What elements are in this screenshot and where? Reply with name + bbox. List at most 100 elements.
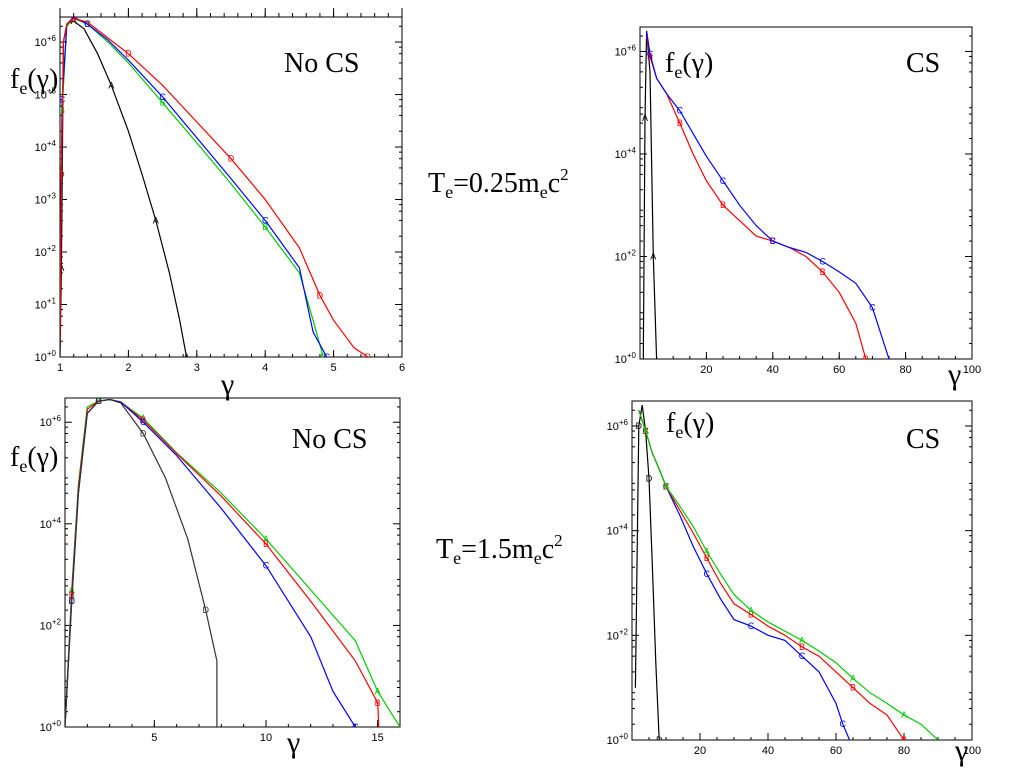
panel4-series-marker-D: D (636, 421, 643, 431)
panel3-series-marker-C: C (352, 722, 359, 732)
panel4-series-marker-A: A (663, 481, 669, 491)
panel1-series-marker-A: A (108, 80, 114, 90)
panel4-xtick-label: 100 (963, 745, 981, 757)
panel4-annotation: CS (906, 424, 940, 455)
panel4-series-marker-B: B (850, 683, 856, 693)
panel4-xtick-label: 80 (898, 745, 910, 757)
panel1-series-marker-D: D (365, 352, 372, 362)
panel3-series-marker-C: C (263, 561, 270, 571)
panel1-ytick-label: 10+1 (35, 297, 57, 312)
panel1-series-marker-A: A (71, 16, 77, 26)
panel1-series-marker-B: B (320, 352, 326, 362)
panel3-ytick-label: 10+6 (40, 414, 62, 429)
panel3-xlabel: γ (286, 726, 300, 759)
panel2-series-marker-C: C (647, 49, 654, 59)
panel1-xtick-label: 2 (125, 362, 131, 374)
panel2-ytick-label: 10+6 (615, 43, 637, 58)
panel1-series-marker-A: A (184, 352, 190, 362)
panel1-ytick-label: 10+0 (35, 349, 57, 364)
panel2-xtick-label: 60 (833, 364, 845, 376)
panel4-series-marker-C: C (840, 719, 847, 729)
panel4-xtick-label: 40 (762, 745, 774, 757)
panel4-ytick-label: 10+4 (607, 523, 629, 538)
panel1-series-marker-C: C (324, 352, 331, 362)
panel4-ytick-label: 10+2 (607, 627, 629, 642)
panel1-ytick-label: 10+3 (35, 192, 57, 207)
panel2-xtick-label: 20 (700, 364, 712, 376)
panel1-series-line-A (60, 20, 188, 357)
panel2-xtick-label: 40 (767, 364, 779, 376)
panel2-series-C: C C C C C C (646, 31, 890, 359)
panel4-series-marker-B: B (704, 553, 710, 563)
panel4-ytick-label: 10+6 (607, 418, 629, 433)
panel2-series-marker-A: A (650, 251, 656, 261)
panel4-ylabel: fe(γ) (666, 408, 714, 442)
panel2-series-marker-C: C (770, 236, 777, 246)
panel2-series-marker-A: A (642, 113, 648, 123)
panel4-xtick-label: 60 (830, 745, 842, 757)
panel2-series-marker-B: B (677, 118, 683, 128)
panel2-plot: 20 40 60 80 10010+010+210+410+6AABBBBBBCCCCC… (615, 26, 981, 376)
panel3-series-marker-B: B (375, 698, 381, 708)
panel2-xlabel: γ (947, 358, 961, 391)
panel2-series-marker-C: C (869, 303, 876, 313)
panel1-series-line-B (60, 17, 324, 357)
panel1-series-marker-A: A (58, 263, 64, 273)
panel3-ylabel: fe(γ) (10, 442, 58, 476)
panel1-ylabel: fe(γ) (10, 64, 58, 98)
panel1-series-D: D D D D D D (60, 14, 372, 362)
panel3-series-marker-B: B (263, 539, 269, 549)
panel2-series-line-B (646, 35, 867, 359)
panel1-xtick-label: 1 (57, 362, 63, 374)
panel2-xtick-label: 80 (899, 364, 911, 376)
panel3-frame (64, 397, 401, 728)
panel2-series-marker-B: B (720, 200, 726, 210)
panel3-series-marker-D: D (68, 596, 75, 606)
panel1-series-marker-C: C (84, 19, 91, 29)
panel3-annotation: No CS (292, 424, 367, 455)
panel2-ylabel: fe(γ) (665, 48, 713, 82)
panel2-annotation: CS (906, 48, 940, 79)
panel3-series-marker-D: D (140, 429, 147, 439)
panel3-series-marker-D: D (95, 396, 102, 406)
panel3-ytick-label: 10+2 (40, 617, 62, 632)
panel3-series-marker-C: C (95, 396, 102, 406)
panel1-ytick-label: 10+2 (35, 244, 57, 259)
panel4-series-marker-A: A (901, 710, 907, 720)
panel2-series-marker-C: C (819, 256, 826, 266)
panel1-ytick-label: 10+4 (35, 139, 57, 154)
panel1-series-marker-B: B (262, 222, 268, 232)
panel3-series-marker-A: A (375, 686, 381, 696)
panel1-series-marker-C: C (159, 92, 166, 102)
panel2-series-marker-B: B (863, 354, 869, 364)
panel3-series-marker-D: D (202, 605, 209, 615)
panel1-series-marker-D: D (228, 154, 235, 164)
panel2-series-marker-B: B (647, 51, 653, 61)
panel1-series-marker-D: D (317, 290, 324, 300)
panel2-ytick-label: 10+2 (615, 248, 637, 263)
panel2-ytick-label: 10+4 (615, 146, 637, 161)
panel4-series-marker-A: A (643, 426, 649, 436)
panel1-series-marker-D: D (70, 14, 77, 24)
panel4-xlabel: γ (954, 734, 968, 767)
panel4-series-line-D (634, 405, 660, 740)
panel4-series-marker-C: C (704, 569, 711, 579)
panel3-xtick-label: 5 (151, 732, 157, 744)
panel2-series-A: AA (642, 31, 658, 359)
panel4-series-line-A (638, 410, 939, 740)
panel3-xtick-label: 15 (372, 732, 384, 744)
panel1-series-marker-A: A (153, 215, 159, 225)
panel1-ytick-label: 10+6 (35, 34, 57, 49)
panel1-xtick-label: 5 (331, 362, 337, 374)
panel2-series-marker-C: C (677, 106, 684, 116)
panel2-series-marker-B: B (820, 267, 826, 277)
panel2-series-line-C (646, 31, 890, 359)
panel4-series-marker-C: C (799, 651, 806, 661)
panel4-series-marker-C: C (748, 621, 755, 631)
panel3-series-marker-A: A (140, 413, 146, 423)
panel3-xtick-label: 10 (260, 732, 272, 744)
panel1-xtick-label: 6 (399, 362, 405, 374)
